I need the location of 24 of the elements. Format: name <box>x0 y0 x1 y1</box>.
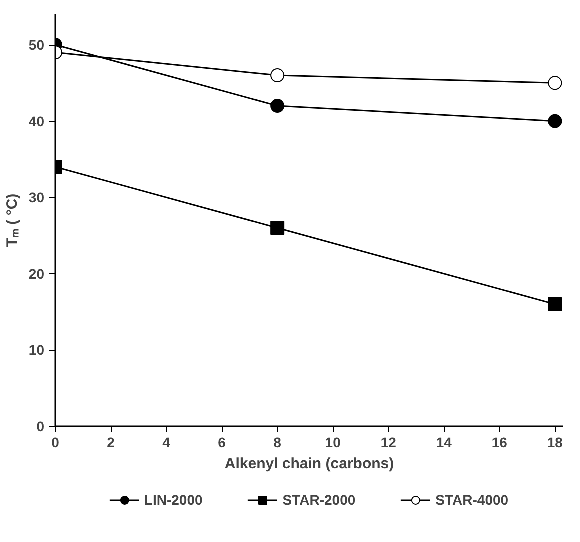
x-tick-label: 18 <box>547 434 564 450</box>
x-tick-label: 16 <box>492 434 508 450</box>
x-axis-title: Alkenyl chain (carbons) <box>224 456 394 472</box>
x-tick-label: 0 <box>52 434 60 450</box>
x-tick-label: 10 <box>325 434 342 450</box>
y-tick-label: 0 <box>36 418 45 434</box>
point <box>548 76 562 90</box>
y-tick-label: 10 <box>28 342 45 358</box>
x-tick-label: 14 <box>436 434 452 450</box>
y-tick-label: 40 <box>28 113 45 130</box>
x-tick-label: 8 <box>274 434 282 450</box>
y-tick-label: 30 <box>28 190 45 206</box>
x-tick-label: 2 <box>107 434 116 450</box>
legend-label: LIN-2000 <box>144 492 203 508</box>
x-tick-label: 12 <box>380 434 397 450</box>
point <box>548 297 562 312</box>
x-tick-label: 6 <box>218 434 226 450</box>
y-tick-label: 50 <box>28 37 45 54</box>
x-tick-label: 4 <box>162 434 171 450</box>
legend-label: STAR-2000 <box>282 492 356 508</box>
legend-label: STAR-4000 <box>436 492 509 508</box>
y-axis-title: Tₘ ( °C) <box>4 194 21 248</box>
y-tick-label: 20 <box>28 266 45 282</box>
point <box>548 114 562 128</box>
